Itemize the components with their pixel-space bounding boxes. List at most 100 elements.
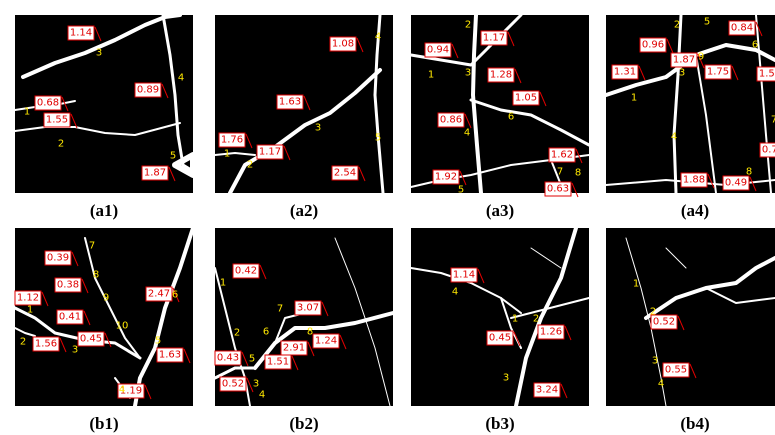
width-label: 3.07 (297, 303, 319, 314)
crack-index: 3 (652, 356, 658, 367)
crack-index: 2 (465, 20, 471, 31)
width-label: 0.39 (47, 253, 69, 264)
crack-index: 3 (465, 68, 471, 79)
crack-index: 2 (20, 337, 26, 348)
width-label: 1.05 (515, 93, 537, 104)
width-label: 1.24 (315, 336, 337, 347)
crack-index: 6 (508, 112, 514, 123)
width-label: 1.14 (70, 28, 92, 39)
width-label: 1.87 (673, 55, 695, 66)
crack-index: 4 (119, 385, 125, 396)
crack-index: 6 (172, 290, 178, 301)
width-label: 0.45 (80, 334, 102, 345)
crack-index: 3 (72, 345, 78, 356)
crack-image (15, 228, 193, 406)
width-label: 1.87 (144, 168, 166, 179)
width-label: 0.49 (725, 178, 747, 189)
width-label: 2.54 (334, 168, 356, 179)
width-label: 1.31 (614, 67, 636, 78)
panel: 0.423.071.242.910.431.510.5217826534 (215, 228, 393, 406)
crack-index: 5 (375, 133, 381, 144)
crack-index: 1 (224, 149, 230, 160)
width-label: 1.75 (707, 67, 729, 78)
width-label: 2.47 (148, 289, 170, 300)
crack-index: 9 (698, 52, 704, 63)
crack-index: 8 (575, 168, 581, 179)
crack-index: 6 (752, 40, 758, 51)
width-label: 1.92 (435, 172, 457, 183)
width-label: 1.63 (159, 350, 181, 361)
width-label: 2.91 (283, 343, 305, 354)
width-label: 1.17 (259, 147, 281, 158)
width-label: 0.52 (222, 379, 244, 390)
crack-index: 8 (746, 167, 752, 178)
panel: 0.840.961.871.311.751.520.721.880.492596… (606, 15, 775, 193)
crack-index: 10 (116, 321, 129, 332)
width-label: 1.28 (490, 70, 512, 81)
crack-index: 6 (263, 327, 269, 338)
crack-index: 2 (58, 139, 64, 150)
width-label: 0.52 (653, 317, 675, 328)
crack-index: 3 (503, 373, 509, 384)
width-label: 0.38 (57, 280, 79, 291)
panel: 1.170.941.281.050.861.621.920.6321364758 (411, 15, 589, 197)
crack-index: 2 (247, 160, 253, 171)
width-label: 0.43 (217, 353, 239, 364)
crack-index: 2 (533, 314, 539, 325)
crack-index: 5 (704, 17, 710, 28)
width-label: 1.14 (453, 270, 475, 281)
width-label: 0.89 (137, 85, 159, 96)
crack-index: 2 (674, 20, 680, 31)
width-label: 1.26 (540, 327, 562, 338)
width-label: 1.56 (35, 339, 57, 350)
crack-index: 4 (452, 287, 458, 298)
crack-index: 2 (650, 307, 656, 318)
panel-caption: (a1) (90, 201, 118, 220)
panel-caption: (a4) (681, 201, 709, 220)
crack-image (411, 228, 589, 406)
crack-index: 7 (277, 304, 283, 315)
width-label: 1.55 (46, 115, 68, 126)
panel: 1.140.890.681.551.8734125 (15, 15, 193, 193)
panel-caption: (b1) (89, 414, 118, 433)
width-label: 0.55 (665, 365, 687, 376)
crack-index: 4 (671, 132, 677, 143)
crack-index: 2 (234, 328, 240, 339)
width-label: 0.84 (731, 23, 753, 34)
width-label: 0.41 (59, 312, 81, 323)
width-label: 1.17 (483, 33, 505, 44)
panel-caption: (b2) (289, 414, 318, 433)
crack-index: 1 (27, 305, 33, 316)
width-label: 0.45 (489, 333, 511, 344)
width-label: 1.62 (551, 150, 573, 161)
crack-index: 1 (428, 70, 434, 81)
crack-index: 8 (93, 270, 99, 281)
crack-index: 3 (96, 48, 102, 59)
crack-index: 4 (375, 32, 381, 43)
crack-index: 4 (178, 73, 184, 84)
width-label: 0.63 (547, 184, 569, 195)
crack-image (215, 15, 393, 193)
crack-index: 5 (155, 336, 161, 347)
figure: 1.140.890.681.551.8734125(a1)1.081.631.7… (0, 0, 775, 435)
width-label: 0.72 (762, 145, 775, 156)
panel-caption: (b3) (485, 414, 514, 433)
width-label: 1.88 (683, 175, 705, 186)
width-label: 1.51 (267, 357, 289, 368)
crack-index: 1 (631, 93, 637, 104)
panel-caption: (a2) (290, 201, 318, 220)
crack-index: 1 (512, 314, 518, 325)
crack-index: 8 (307, 327, 313, 338)
width-label: 0.86 (440, 115, 462, 126)
crack-index: 1 (220, 278, 226, 289)
crack-index: 3 (315, 123, 321, 134)
crack-index: 7 (89, 241, 95, 252)
crack-index: 1 (24, 107, 30, 118)
crack-index: 5 (170, 151, 176, 162)
width-label: 1.08 (332, 39, 354, 50)
crack-index: 5 (249, 354, 255, 365)
crack-index: 7 (771, 115, 775, 126)
